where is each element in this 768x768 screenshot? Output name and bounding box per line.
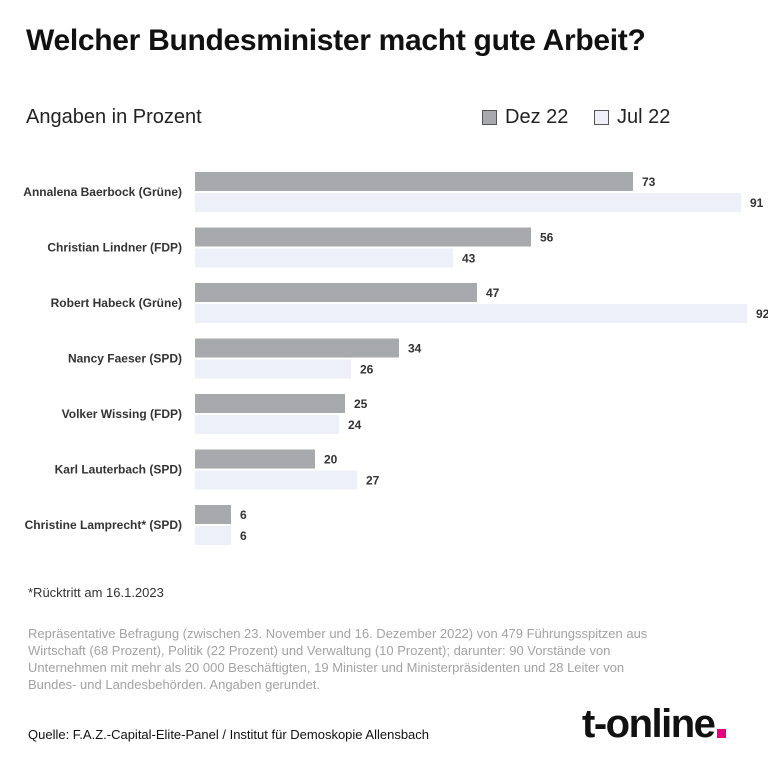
data-label: 56 xyxy=(540,231,554,245)
bar-jul xyxy=(195,359,351,379)
category-label: Christine Lamprecht* (SPD) xyxy=(25,518,182,532)
bar-jul xyxy=(195,526,231,545)
legend-swatch-dez xyxy=(482,110,497,125)
bar-dez xyxy=(195,505,231,524)
chart-subtitle: Angaben in Prozent xyxy=(26,106,202,128)
bar-chart: Annalena Baerbock (Grüne) 73 91 Christian L… xyxy=(23,172,768,545)
bar-dez xyxy=(195,172,633,191)
bar-dez xyxy=(195,338,399,358)
data-label: 34 xyxy=(408,342,422,356)
bar-jul xyxy=(195,470,357,490)
data-label: 24 xyxy=(348,418,362,432)
source-note: Quelle: F.A.Z.-Capital-Elite-Panel / Ins… xyxy=(28,727,430,742)
bar-jul xyxy=(195,304,747,323)
data-label: 20 xyxy=(324,453,338,467)
category-label: Volker Wissing (FDP) xyxy=(62,407,182,421)
category-label: Christian Lindner (FDP) xyxy=(47,241,182,255)
legend-swatch-jul xyxy=(594,110,609,125)
bar-dez xyxy=(195,394,345,413)
data-label: 26 xyxy=(360,363,374,377)
methodology-note: Repräsentative Befragung (zwischen 23. N… xyxy=(28,626,648,692)
data-label: 47 xyxy=(486,286,500,300)
logo-text: t-online xyxy=(582,702,716,746)
legend-label-dez: Dez 22 xyxy=(505,106,569,128)
data-label: 25 xyxy=(354,397,368,411)
data-label: 27 xyxy=(366,474,380,488)
category-label: Karl Lauterbach (SPD) xyxy=(55,463,182,477)
data-label: 92 xyxy=(756,307,768,321)
data-label: 6 xyxy=(240,508,247,522)
data-label: 6 xyxy=(240,529,247,543)
bar-jul xyxy=(195,193,741,212)
chart-title: Welcher Bundesminister macht gute Arbeit… xyxy=(26,24,646,57)
bar-dez xyxy=(195,449,315,469)
data-label: 43 xyxy=(462,252,476,266)
category-label: Nancy Faeser (SPD) xyxy=(68,352,182,366)
data-label: 73 xyxy=(642,175,656,189)
footnote: *Rücktritt am 16.1.2023 xyxy=(28,585,164,600)
bar-dez xyxy=(195,283,477,302)
legend-item-jul: Jul 22 xyxy=(594,106,670,129)
t-online-logo: t-online xyxy=(582,702,727,747)
legend-label-jul: Jul 22 xyxy=(617,106,671,128)
bar-jul xyxy=(195,415,339,434)
bar-dez xyxy=(195,227,531,247)
bar-jul xyxy=(195,248,453,268)
category-label: Annalena Baerbock (Grüne) xyxy=(23,185,182,199)
category-label: Robert Habeck (Grüne) xyxy=(51,296,182,310)
data-label: 91 xyxy=(750,196,764,210)
legend-item-dez: Dez 22 xyxy=(482,106,568,129)
logo-dot xyxy=(717,729,727,738)
